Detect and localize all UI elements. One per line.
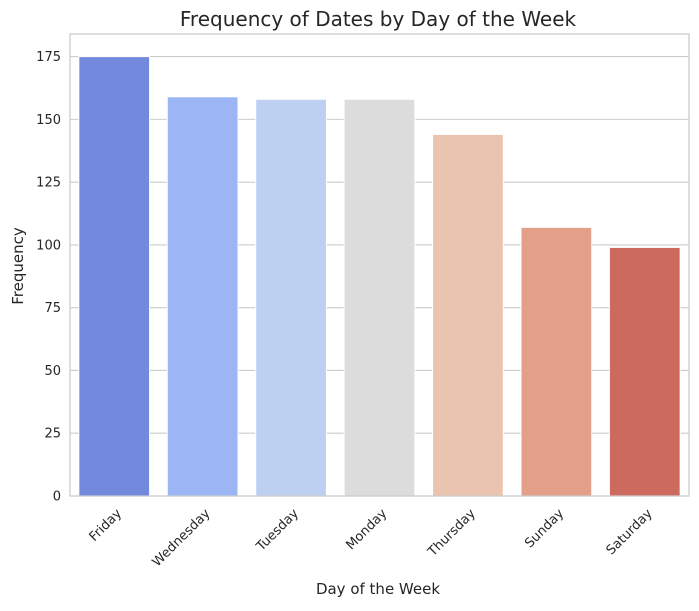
y-tick-label: 0 <box>53 490 61 505</box>
x-tick-label: Thursday <box>425 506 479 560</box>
axes-spines <box>69 33 690 497</box>
y-tick-label: 125 <box>36 176 61 191</box>
x-tick-label: Monday <box>343 506 390 553</box>
bar-tuesday <box>255 98 327 497</box>
x-axis-label: Day of the Week <box>316 580 440 598</box>
bars <box>78 56 681 497</box>
x-tick-label: Saturday <box>604 506 656 558</box>
y-tick-label: 75 <box>44 301 61 316</box>
y-tick-label: 25 <box>44 427 61 442</box>
y-axis-label: Frequency <box>9 227 27 305</box>
bar-monday <box>343 98 416 497</box>
y-tick-label: 100 <box>36 238 61 253</box>
x-tick-label: Friday <box>87 506 126 545</box>
y-tick-label: 150 <box>36 113 61 128</box>
bar-friday <box>78 56 151 497</box>
bar-sunday <box>520 226 593 497</box>
bar-wednesday <box>166 96 239 497</box>
x-tick-labels: Friday Wednesday Tuesday Monday Thursday Sund… <box>87 506 656 570</box>
x-tick-label: Tuesday <box>253 506 302 555</box>
x-tick-label: Wednesday <box>150 506 214 570</box>
chart-title: Frequency of Dates by Day of the Week <box>180 7 577 31</box>
y-tick-label: 50 <box>44 364 61 379</box>
y-tick-labels: 0 25 50 75 100 125 150 175 <box>36 50 61 504</box>
bar-thursday <box>432 133 504 497</box>
x-tick-label: Sunday <box>522 506 567 551</box>
bar-saturday <box>608 246 681 497</box>
y-tick-label: 175 <box>36 50 61 65</box>
axes-frame <box>69 33 690 497</box>
